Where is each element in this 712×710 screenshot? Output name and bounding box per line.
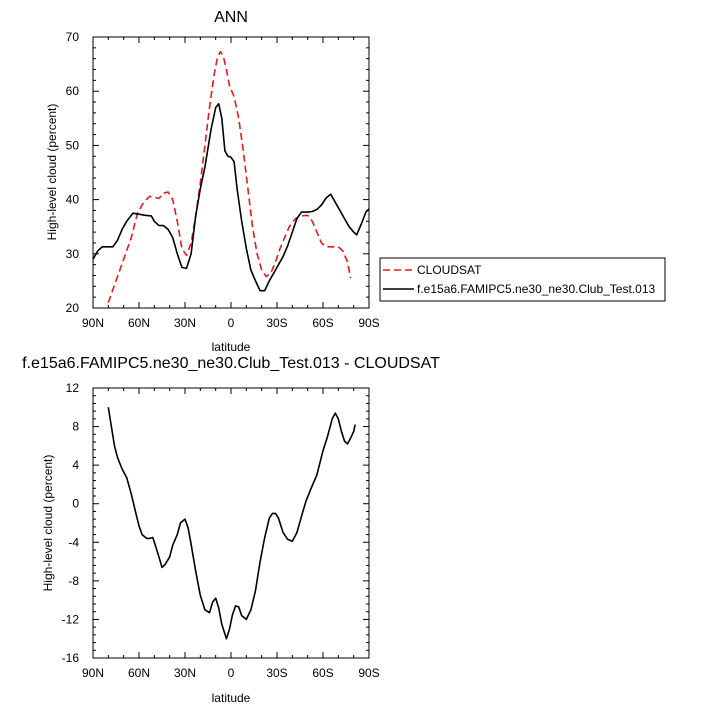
top-y-tick-label: 50 <box>66 138 80 152</box>
bottom-y-tick-label: -12 <box>62 612 80 626</box>
bottom-y-tick-label: -8 <box>68 574 79 588</box>
bottom-x-tick-label: 90S <box>358 666 379 680</box>
top-panel: ANN 90N 60N 30N 0 30S 60S 90S 20 30 40 50 60 70 lati… <box>45 9 380 354</box>
top-chart-title: ANN <box>214 9 248 26</box>
top-x-tick-label: 0 <box>228 316 235 330</box>
bottom-series-lines <box>107 407 356 640</box>
top-y-tick-label: 20 <box>66 301 80 315</box>
bottom-x-tick-label: 60S <box>312 666 333 680</box>
top-x-axis-label: latitude <box>212 340 251 354</box>
top-x-tick-label: 90S <box>358 316 379 330</box>
bottom-x-axis-label: latitude <box>212 691 251 705</box>
top-y-tick-label: 70 <box>66 30 80 44</box>
bottom-y-tick-label: -16 <box>62 651 80 665</box>
top-x-tick-label: 30N <box>174 316 196 330</box>
bottom-panel: f.e15a6.FAMIPC5.ne30_ne30.Club_Test.013 … <box>22 355 440 705</box>
legend-box <box>379 257 666 302</box>
bottom-y-tick-label: 8 <box>72 420 79 434</box>
bottom-y-tick-label: 4 <box>72 458 79 472</box>
bottom-y-tick-label: 0 <box>72 497 79 511</box>
top-series-lines <box>92 50 370 303</box>
legend: CLOUDSAT f.e15a6.FAMIPC5.ne30_ne30.Club_… <box>379 257 666 302</box>
top-y-tick-label: 40 <box>66 193 80 207</box>
bottom-x-tick-label: 90N <box>82 666 104 680</box>
legend-label-cloudsat: CLOUDSAT <box>417 263 482 277</box>
bottom-chart-title: f.e15a6.FAMIPC5.ne30_ne30.Club_Test.013 … <box>22 355 440 372</box>
top-x-tick-label: 60N <box>128 316 150 330</box>
bottom-y-axis-label: High-level cloud (percent) <box>41 455 55 592</box>
top-x-tick-label: 90N <box>82 316 104 330</box>
bottom-axes: 90N 60N 30N 0 30S 60S 90S -16 -12 -8 -4 0 4 8 12 <box>62 381 380 680</box>
top-y-axis-label: High-level cloud (percent) <box>45 104 59 241</box>
top-series-line-1 <box>92 102 370 292</box>
top-series-line-0 <box>107 50 352 303</box>
top-x-tick-label: 60S <box>312 316 333 330</box>
bottom-plot-frame <box>92 387 370 659</box>
top-axes: 90N 60N 30N 0 30S 60S 90S 20 30 40 50 60 70 <box>66 30 380 330</box>
bottom-x-tick-label: 0 <box>228 666 235 680</box>
bottom-x-tick-label: 60N <box>128 666 150 680</box>
bottom-x-tick-label: 30S <box>266 666 287 680</box>
top-y-tick-label: 30 <box>66 247 80 261</box>
bottom-y-tick-label: 12 <box>66 381 80 395</box>
bottom-series-line-0 <box>107 407 356 640</box>
top-x-tick-label: 30S <box>266 316 287 330</box>
top-y-tick-label: 60 <box>66 84 80 98</box>
bottom-y-tick-label: -4 <box>68 535 79 549</box>
bottom-x-tick-label: 30N <box>174 666 196 680</box>
legend-label-model: f.e15a6.FAMIPC5.ne30_ne30.Club_Test.013 <box>417 282 655 296</box>
top-plot-frame <box>92 36 370 309</box>
